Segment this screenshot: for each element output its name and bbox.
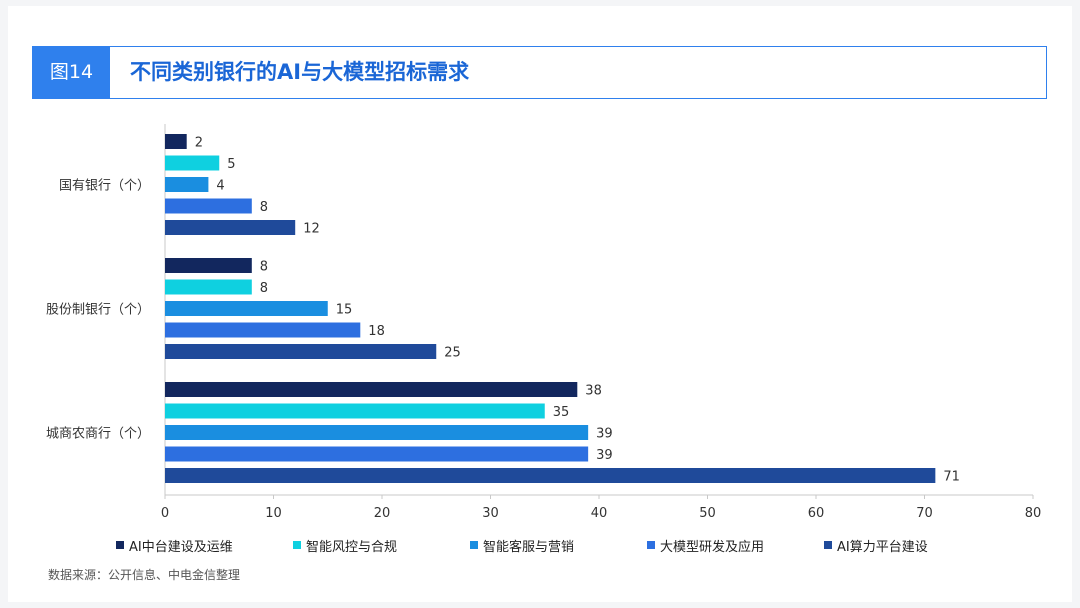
- legend-swatch: [470, 541, 478, 549]
- bar: [165, 468, 936, 483]
- legend-label: 大模型研发及应用: [660, 539, 765, 555]
- x-tick-label: 0: [161, 506, 169, 521]
- bar: [165, 382, 578, 397]
- bar: [165, 198, 252, 214]
- bar: [165, 220, 296, 235]
- bar-value-label: 12: [303, 222, 320, 237]
- bar: [165, 279, 252, 295]
- legend-swatch: [116, 541, 124, 549]
- bar: [165, 155, 220, 171]
- x-tick-label: 40: [591, 506, 608, 521]
- bar-value-label: 2: [195, 136, 203, 151]
- bar-value-label: 8: [260, 200, 268, 215]
- source-note: 数据来源：公开信息、中电金信整理: [48, 568, 241, 582]
- bar: [165, 425, 589, 440]
- legend-label: 智能风控与合规: [306, 539, 398, 555]
- bar-value-label: 15: [336, 303, 353, 318]
- bar: [165, 134, 187, 149]
- x-tick-label: 60: [808, 506, 825, 521]
- bar-value-label: 35: [553, 405, 570, 420]
- category-label: 股份制银行（个）: [46, 303, 150, 318]
- x-tick-label: 80: [1025, 506, 1042, 521]
- legend-label: AI算力平台建设: [837, 539, 928, 555]
- bar-value-label: 8: [260, 281, 268, 296]
- legend-swatch: [293, 541, 301, 549]
- x-tick-label: 30: [482, 506, 499, 521]
- bar-value-label: 8: [260, 260, 268, 275]
- legend-item: 智能风控与合规: [293, 535, 470, 555]
- bar: [165, 403, 545, 419]
- bar: [165, 301, 328, 316]
- bar-value-label: 71: [943, 470, 960, 485]
- legend-swatch: [647, 541, 655, 549]
- legend-item: 大模型研发及应用: [647, 535, 824, 555]
- bar: [165, 177, 209, 192]
- bar-value-label: 5: [227, 157, 235, 172]
- category-label: 城商农商行（个）: [46, 427, 150, 442]
- bar-value-label: 4: [216, 179, 224, 194]
- legend-label: 智能客服与营销: [483, 539, 575, 555]
- bar-chart: 0 10 20 30 40 50 60 70 80254812国有银行（个）88151825股份…: [46, 124, 1042, 521]
- legend-label: AI中台建设及运维: [129, 539, 233, 555]
- bar: [165, 446, 589, 462]
- x-tick-label: 70: [916, 506, 933, 521]
- bar: [165, 344, 437, 359]
- legend-item: AI算力平台建设: [824, 535, 1001, 555]
- figure-header: 图14 不同类别银行的AI与大模型招标需求: [32, 46, 1047, 99]
- x-tick-label: 20: [374, 506, 391, 521]
- bar-value-label: 38: [585, 384, 602, 399]
- legend-swatch: [824, 541, 832, 549]
- bar-value-label: 25: [444, 346, 461, 361]
- bar-value-label: 18: [368, 324, 385, 339]
- category-label: 国有银行（个）: [59, 179, 150, 194]
- legend-item: AI中台建设及运维: [116, 535, 293, 555]
- legend: AI中台建设及运维 智能风控与合规 智能客服与营销 大模型研发及应用 AI算力平台建设: [116, 535, 1001, 555]
- bar-value-label: 39: [596, 448, 613, 463]
- bar: [165, 258, 252, 273]
- figure-tag: 图14: [33, 47, 110, 98]
- figure-title: 不同类别银行的AI与大模型招标需求: [130, 60, 470, 84]
- x-tick-label: 10: [265, 506, 282, 521]
- x-tick-label: 50: [699, 506, 716, 521]
- bar-value-label: 39: [596, 427, 613, 442]
- legend-item: 智能客服与营销: [470, 535, 647, 555]
- bar: [165, 322, 361, 338]
